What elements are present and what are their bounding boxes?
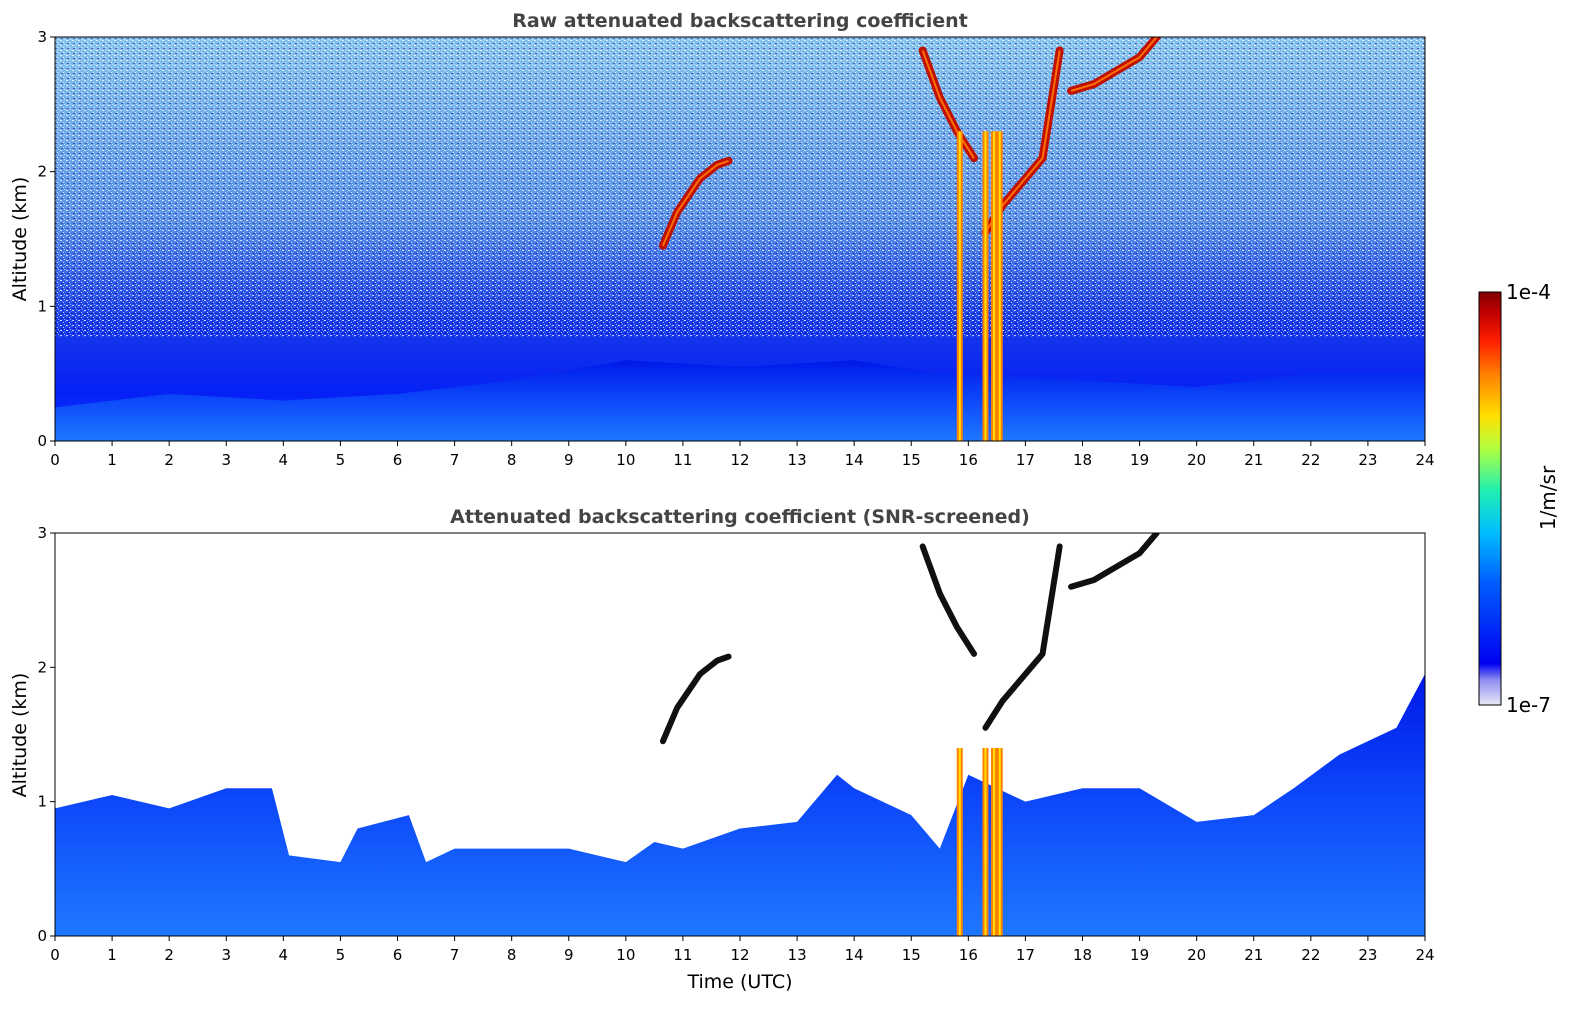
x-tick-label: 8 <box>507 946 517 964</box>
x-tick-label: 24 <box>1415 451 1434 469</box>
top-panel-title: Raw attenuated backscattering coefficien… <box>512 10 968 32</box>
precipitation-streak-core <box>993 131 996 441</box>
y-tick-label: 2 <box>37 658 47 676</box>
precipitation-streak-core <box>998 747 1001 936</box>
screened-signal-region <box>55 674 1425 936</box>
cloud-layer-core <box>662 159 729 247</box>
x-tick-label: 9 <box>564 451 574 469</box>
y-tick-label: 0 <box>37 927 47 945</box>
bottom-panel-title: Attenuated backscattering coefficient (S… <box>450 506 1030 528</box>
top-ylabel: Altitude (km) <box>9 177 31 302</box>
bottom-xlabel: Time (UTC) <box>686 971 792 993</box>
x-tick-label: 15 <box>902 451 921 469</box>
y-tick-label: 1 <box>37 297 47 315</box>
x-tick-label: 14 <box>845 451 864 469</box>
x-tick-label: 18 <box>1073 451 1092 469</box>
x-tick-label: 7 <box>450 451 460 469</box>
x-tick-label: 13 <box>788 451 807 469</box>
cloud-layer <box>919 543 978 657</box>
x-tick-label: 24 <box>1415 946 1434 964</box>
x-tick-label: 20 <box>1187 946 1206 964</box>
x-tick-label: 19 <box>1130 451 1149 469</box>
precipitation-streak-core <box>984 747 987 936</box>
colorbar: 1e-4 1e-7 1/m/sr <box>1478 280 1560 717</box>
x-tick-label: 17 <box>1016 451 1035 469</box>
bottom-ticks: 0 1 2 3 4 5 6 7 8 9 10 11 12 13 14 15 16 17 18 19 20 21 22 23 24… <box>37 524 1434 964</box>
colorbar-unit-label: 1/m/sr <box>1536 465 1560 530</box>
x-tick-label: 3 <box>221 946 231 964</box>
top-ticks: 0 1 2 3 4 5 6 7 8 9 10 11 12 13 14 15 16 17 18 19 20 21 22 23 24… <box>37 28 1434 469</box>
boundary-layer-region <box>55 360 1425 441</box>
y-tick-label: 0 <box>37 432 47 450</box>
bottom-panel: Attenuated backscattering coefficient (S… <box>9 506 1435 993</box>
x-tick-label: 14 <box>845 946 864 964</box>
x-tick-label: 5 <box>336 451 346 469</box>
x-tick-label: 2 <box>164 451 174 469</box>
x-tick-label: 11 <box>673 451 692 469</box>
x-tick-label: 10 <box>616 946 635 964</box>
cloud-layer <box>659 653 732 745</box>
precipitation-streak-core <box>958 747 961 936</box>
y-tick-label: 1 <box>37 793 47 811</box>
x-tick-label: 2 <box>164 946 174 964</box>
precipitation-streak-core <box>993 747 996 936</box>
x-tick-label: 8 <box>507 451 517 469</box>
colorbar-gradient <box>1478 291 1502 706</box>
precipitation-streak-core <box>958 131 961 441</box>
precipitation-streak-core <box>984 131 987 441</box>
x-tick-label: 3 <box>221 451 231 469</box>
bottom-dynamic-features <box>55 533 1425 936</box>
precipitation-streak-core <box>998 131 1001 441</box>
x-tick-label: 12 <box>730 451 749 469</box>
x-tick-label: 0 <box>50 946 60 964</box>
x-tick-label: 4 <box>279 451 289 469</box>
top-panel: Raw attenuated backscattering coefficien… <box>9 10 1435 469</box>
cloud-layer-core <box>921 50 975 159</box>
top-panel-image <box>55 37 1425 441</box>
y-tick-label: 2 <box>37 163 47 181</box>
x-tick-label: 1 <box>107 451 117 469</box>
x-tick-label: 6 <box>393 946 403 964</box>
colorbar-max-label: 1e-4 <box>1506 280 1551 304</box>
x-tick-label: 10 <box>616 451 635 469</box>
x-tick-label: 19 <box>1130 946 1149 964</box>
y-tick-label: 3 <box>37 28 47 46</box>
cloud-layer-core <box>1070 37 1158 92</box>
cloud-layer <box>982 543 1063 731</box>
x-tick-label: 21 <box>1244 451 1263 469</box>
bottom-ylabel: Altitude (km) <box>9 673 31 798</box>
x-tick-label: 16 <box>959 946 978 964</box>
x-tick-label: 21 <box>1244 946 1263 964</box>
x-tick-label: 7 <box>450 946 460 964</box>
x-tick-label: 6 <box>393 451 403 469</box>
x-tick-label: 18 <box>1073 946 1092 964</box>
x-tick-label: 17 <box>1016 946 1035 964</box>
x-tick-label: 4 <box>279 946 289 964</box>
bottom-panel-image <box>55 533 1425 936</box>
x-tick-label: 9 <box>564 946 574 964</box>
x-tick-label: 1 <box>107 946 117 964</box>
x-tick-label: 5 <box>336 946 346 964</box>
x-tick-label: 23 <box>1358 451 1377 469</box>
top-dynamic-features <box>55 37 1425 441</box>
x-tick-label: 15 <box>902 946 921 964</box>
x-tick-label: 22 <box>1301 946 1320 964</box>
x-tick-label: 23 <box>1358 946 1377 964</box>
x-tick-label: 22 <box>1301 451 1320 469</box>
x-tick-label: 20 <box>1187 451 1206 469</box>
top-noise-texture <box>55 37 1425 337</box>
x-tick-label: 16 <box>959 451 978 469</box>
cloud-layer <box>1068 533 1160 590</box>
y-tick-label: 3 <box>37 524 47 542</box>
x-tick-label: 0 <box>50 451 60 469</box>
x-tick-label: 11 <box>673 946 692 964</box>
colorbar-min-label: 1e-7 <box>1506 693 1551 717</box>
x-tick-label: 12 <box>730 946 749 964</box>
x-tick-label: 13 <box>788 946 807 964</box>
